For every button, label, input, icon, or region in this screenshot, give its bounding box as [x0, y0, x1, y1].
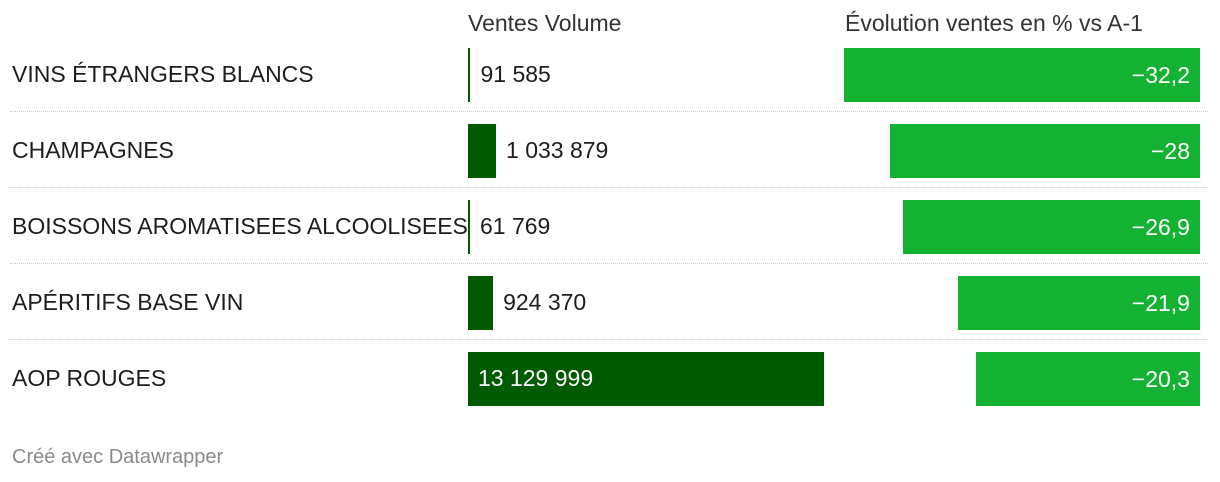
volume-bar	[468, 276, 494, 330]
volume-value-label: 91 585	[480, 61, 551, 87]
volume-bar	[468, 124, 497, 178]
volume-column-header: Ventes Volume	[468, 10, 622, 36]
category-label: APÉRITIFS BASE VIN	[12, 289, 244, 315]
volume-value-label: 1 033 879	[506, 137, 609, 163]
evolution-bar: −21,9	[957, 276, 1200, 330]
volume-value-label: 924 370	[503, 289, 587, 315]
row-separator	[10, 263, 1208, 264]
row-separator	[10, 339, 1208, 340]
chart-row: AOP ROUGES 13 129 999 −20,3	[0, 340, 1220, 416]
category-label: BOISSONS AROMATISEES ALCOOLISEES	[12, 213, 468, 239]
evolution-bar: −28	[890, 124, 1200, 178]
evolution-value-label: −28	[1150, 138, 1190, 164]
chart-row: APÉRITIFS BASE VIN 924 370 −21,9	[0, 264, 1220, 340]
evolution-bar: −26,9	[902, 200, 1200, 254]
volume-bar	[468, 48, 471, 102]
evolution-value-label: −26,9	[1131, 214, 1190, 240]
volume-value-label: 13 129 999	[478, 365, 594, 391]
category-label: CHAMPAGNES	[12, 137, 174, 163]
volume-value-label: 61 769	[480, 213, 551, 239]
evolution-value-label: −32,2	[1131, 62, 1190, 88]
row-separator	[10, 187, 1208, 188]
evolution-value-label: −20,3	[1131, 366, 1190, 392]
evolution-column-header: Évolution ventes en % vs A-1	[845, 10, 1143, 36]
row-separator	[10, 111, 1208, 112]
chart-row: BOISSONS AROMATISEES ALCOOLISEES 61 769 −2…	[0, 188, 1220, 264]
chart-row: VINS ÉTRANGERS BLANCS 91 585 −32,2	[0, 36, 1220, 112]
category-label: VINS ÉTRANGERS BLANCS	[12, 61, 314, 87]
category-label: AOP ROUGES	[12, 365, 167, 391]
credit-text: Créé avec Datawrapper	[12, 446, 224, 468]
evolution-value-label: −21,9	[1131, 290, 1190, 316]
evolution-bar: −20,3	[975, 352, 1200, 406]
chart-row: CHAMPAGNES 1 033 879 −28	[0, 112, 1220, 188]
volume-bar	[468, 352, 824, 406]
evolution-bar: −32,2	[844, 48, 1200, 102]
volume-bar	[468, 200, 470, 254]
